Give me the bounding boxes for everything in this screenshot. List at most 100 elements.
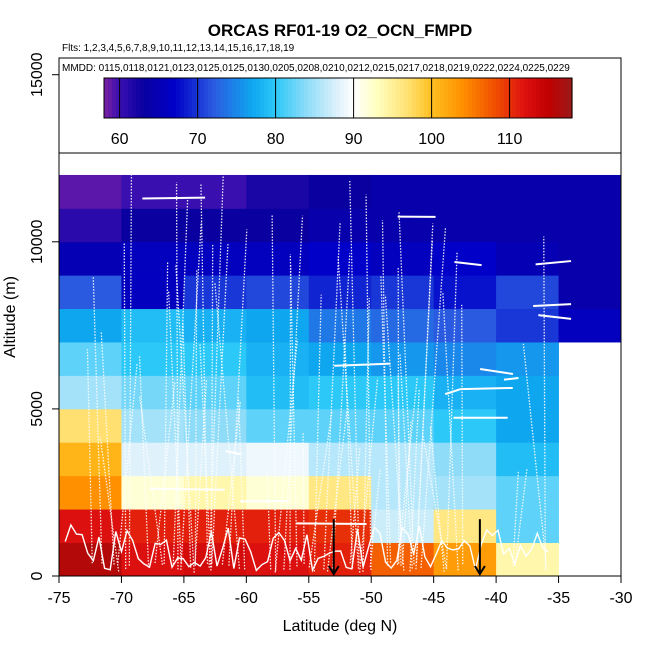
colorbar-band-85 — [444, 78, 449, 118]
colorbar-band-69 — [380, 78, 385, 118]
colorbar-tick-label-3: 90 — [345, 131, 363, 148]
x-tick-label-5: -50 — [360, 590, 383, 607]
x-tick-label-7: -40 — [485, 590, 508, 607]
heatmap-cell-36 — [308, 408, 372, 443]
flight-track-50 — [344, 337, 354, 569]
colorbar-band-44 — [280, 78, 285, 118]
heatmap-cell-33 — [121, 408, 185, 443]
flight-track-6 — [200, 184, 209, 564]
heatmap-cell-92 — [59, 174, 122, 209]
colorbar-band-1 — [108, 78, 113, 118]
heatmap-cell-18 — [183, 475, 247, 510]
colorbar-band-24 — [200, 78, 205, 118]
flight-track-33 — [384, 294, 405, 571]
colorbar-band-15 — [164, 78, 169, 118]
flight-leg-0 — [460, 386, 513, 391]
colorbar-band-106 — [528, 78, 533, 118]
low-level-track — [64, 523, 549, 573]
heatmap-cell-14 — [433, 509, 497, 543]
heatmap-cell-47 — [496, 375, 559, 410]
colorbar-band-83 — [436, 78, 441, 118]
y-axis-label: Altitude (m) — [2, 276, 19, 358]
flight-leg-10 — [535, 260, 572, 266]
colorbar-band-90 — [464, 78, 469, 118]
x-axis: -75 -70 -65 -60 -55 -50 -45 -40 -35 -30 — [47, 576, 633, 607]
heatmap-cell-22 — [433, 475, 497, 510]
flight-track-24 — [163, 262, 169, 565]
colorbar-band-63 — [356, 78, 361, 118]
heatmap-cell-20 — [308, 475, 372, 510]
colorbar-band-17 — [172, 78, 177, 118]
heatmap-cell-60 — [308, 308, 372, 343]
colorbar-band-82 — [432, 78, 437, 118]
colorbar-band-105 — [524, 78, 529, 118]
colorbar-band-9 — [140, 78, 145, 118]
heatmap-cell-26 — [183, 442, 247, 477]
x-tick-label-1: -70 — [110, 590, 133, 607]
heatmap-cell-94 — [183, 174, 247, 209]
colorbar-band-13 — [156, 78, 161, 118]
colorbar-band-5 — [124, 78, 129, 118]
heatmap-cell-68 — [246, 275, 310, 310]
heatmap-cell-97 — [371, 174, 435, 209]
colorbar-band-35 — [244, 78, 249, 118]
heatmap-cell-27 — [246, 442, 310, 477]
x-axis-label: Latitude (deg N) — [283, 618, 398, 635]
heatmap-cell-41 — [121, 375, 185, 410]
colorbar-band-92 — [472, 78, 477, 118]
heatmap-cell-71 — [433, 275, 497, 310]
heatmap-cell-23 — [496, 475, 559, 510]
colorbar-band-109 — [540, 78, 545, 118]
colorbar-band-58 — [336, 78, 341, 118]
arrow-marker-0 — [327, 519, 340, 576]
colorbar-band-53 — [316, 78, 321, 118]
heatmap-cell-98 — [433, 174, 497, 209]
heatmap-cell-67 — [183, 275, 247, 310]
heatmap-cell-44 — [308, 375, 372, 410]
colorbar-band-97 — [492, 78, 497, 118]
colorbar-band-20 — [184, 78, 189, 118]
flight-leg-13 — [503, 376, 519, 381]
colorbar-band-54 — [320, 78, 325, 118]
flight-track-51 — [349, 179, 360, 564]
flight-leg-9 — [142, 196, 206, 200]
colorbar-band-8 — [136, 78, 141, 118]
colorbar-tick-label-1: 70 — [189, 131, 207, 148]
colorbar-band-61 — [348, 78, 353, 118]
heatmap-cell-1 — [121, 542, 185, 577]
heatmap-cell-88 — [371, 208, 435, 243]
colorbar-band-89 — [460, 78, 465, 118]
flight-track-7 — [271, 215, 277, 571]
colorbar-band-11 — [148, 78, 153, 118]
colorbar-band-34 — [240, 78, 245, 118]
flight-leg-11 — [538, 314, 572, 320]
colorbar-band-27 — [212, 78, 217, 118]
colorbar-band-38 — [256, 78, 261, 118]
colorbar-band-72 — [392, 78, 397, 118]
colorbar-band-36 — [248, 78, 253, 118]
heatmap-cell-79 — [371, 241, 435, 276]
flight-leg-7 — [225, 450, 242, 456]
colorbar-band-19 — [180, 78, 185, 118]
heatmap-cell-57 — [121, 308, 185, 343]
flight-leg-15 — [296, 522, 367, 526]
flight-track-68 — [138, 395, 164, 565]
colorbar-band-66 — [368, 78, 373, 118]
heatmap-cell-49 — [121, 342, 185, 376]
colorbar-band-40 — [264, 78, 269, 118]
arrow-markers — [327, 519, 486, 576]
colorbar-band-114 — [560, 78, 565, 118]
colorbar-band-96 — [488, 78, 493, 118]
flight-track-21 — [512, 471, 520, 567]
colorbar-band-14 — [160, 78, 165, 118]
colorbar-band-68 — [376, 78, 381, 118]
heatmap-cell-100 — [558, 174, 622, 209]
heatmap-cell-86 — [246, 208, 310, 243]
flight-track-31 — [194, 270, 198, 566]
x-tick-label-4: -55 — [297, 590, 320, 607]
colorbar-band-16 — [168, 78, 173, 118]
colorbar-band-71 — [388, 78, 393, 118]
heatmap-cell-15 — [496, 509, 559, 543]
colorbar-band-37 — [252, 78, 257, 118]
flight-track-45 — [194, 378, 208, 565]
